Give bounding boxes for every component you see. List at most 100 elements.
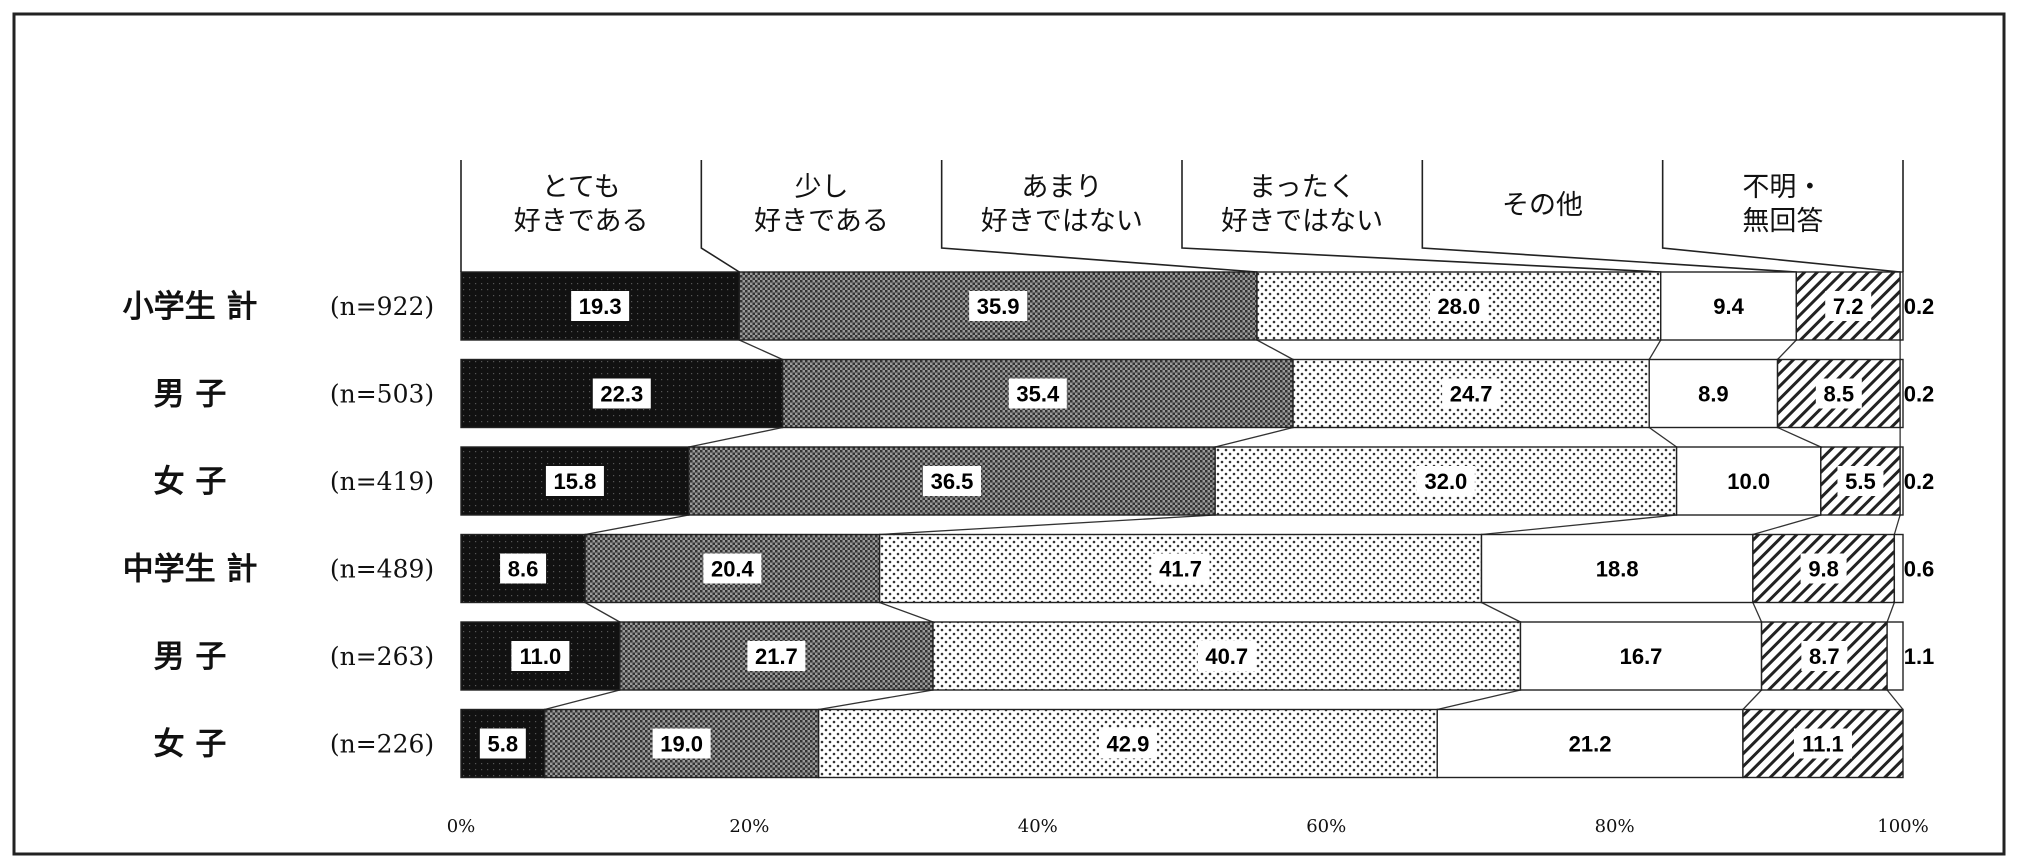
- value-label-box: [1719, 466, 1778, 496]
- value-label-text: 35.9: [977, 294, 1020, 319]
- x-tick-label: 0%: [447, 816, 476, 837]
- value-label-text: 7.2: [1833, 294, 1864, 319]
- connector-line: [1437, 689, 1521, 711]
- connector-line: [739, 339, 783, 361]
- value-label: 10.0: [1719, 466, 1778, 496]
- row-label: 男 子: [154, 377, 227, 413]
- value-label-box: [703, 553, 762, 584]
- value-label: 16.7: [1612, 641, 1671, 671]
- value-label-text: 16.7: [1620, 644, 1663, 669]
- legend-divider: [940, 160, 1258, 273]
- value-label-text: 19.0: [660, 732, 703, 757]
- value-label-box: [1801, 641, 1848, 671]
- value-label-box: [923, 466, 982, 496]
- value-label-text: 21.2: [1569, 732, 1612, 757]
- value-label-text: 8.5: [1824, 382, 1855, 407]
- value-label: 0.2: [1904, 469, 1935, 494]
- value-label-text: 10.0: [1727, 469, 1770, 494]
- connector-line: [1886, 689, 1904, 710]
- value-label-box: [1197, 641, 1256, 671]
- legend-entry-2: あまり: [1021, 172, 1102, 203]
- x-tick-label: 100%: [1877, 816, 1928, 837]
- value-label-box: [1588, 553, 1647, 584]
- value-label: 0.6: [1904, 557, 1935, 582]
- value-label-box: [500, 553, 547, 584]
- value-label-text: 32.0: [1424, 469, 1467, 494]
- value-label: 15.8: [545, 466, 604, 496]
- value-label-box: [747, 641, 806, 671]
- value-label-box: [1800, 553, 1847, 584]
- legend-divider: [1661, 160, 1901, 273]
- value-label-box: [1837, 466, 1884, 496]
- value-label-text: 0.6: [1904, 557, 1935, 582]
- value-label: 28.0: [1429, 291, 1488, 321]
- connectors: [544, 339, 1904, 711]
- value-label: 5.8: [479, 728, 526, 759]
- value-label-box: [1429, 291, 1488, 321]
- x-tick-label: 20%: [729, 816, 769, 837]
- value-label-text: 8.7: [1809, 644, 1840, 669]
- x-axis: 0% 20% 40% 60% 80% 100%: [447, 816, 1929, 837]
- row-label: 女 子: [154, 727, 227, 763]
- value-label: 20.4: [703, 553, 762, 584]
- value-label: 35.4: [1008, 378, 1067, 409]
- value-label: 0.2: [1904, 294, 1935, 319]
- row-n-label: (n=489): [330, 555, 434, 584]
- legend-entry-0: 好きである: [514, 206, 649, 237]
- connector-line: [1215, 426, 1294, 448]
- connector-line: [1648, 426, 1677, 448]
- value-labels: 19.3 35.9 28.0 9.4 7.2 0.2 22.3 35.4 24.7 8.9 8.5 0…: [479, 291, 1935, 759]
- connector-line: [1481, 601, 1521, 623]
- value-label: 8.7: [1801, 641, 1848, 671]
- value-label-box: [479, 728, 526, 759]
- value-label: 1.1: [1904, 644, 1935, 669]
- connector-line: [1893, 514, 1901, 535]
- row-n-label: (n=226): [330, 730, 434, 759]
- connector-line: [1648, 339, 1662, 360]
- value-label-box: [1690, 378, 1737, 409]
- connector-line: [585, 514, 689, 536]
- legend-divider: [1421, 160, 1797, 273]
- value-label: 36.5: [923, 466, 982, 496]
- bar-segment: [460, 621, 621, 691]
- value-label-text: 11.1: [1802, 732, 1844, 757]
- legend-entry-4: その他: [1502, 190, 1583, 221]
- value-label: 11.1: [1793, 728, 1852, 759]
- value-label-text: 8.6: [508, 557, 539, 582]
- value-label-text: 5.8: [488, 732, 519, 757]
- row-label: 男 子: [154, 639, 227, 675]
- connector-line: [818, 689, 934, 711]
- bar-segment: [1899, 358, 1904, 429]
- value-label: 5.5: [1837, 466, 1884, 496]
- legend-entry-1: 好きである: [754, 206, 889, 237]
- value-label-text: 5.5: [1845, 469, 1876, 494]
- legend-entry-5: 無回答: [1742, 206, 1823, 237]
- connector-line: [1777, 339, 1797, 360]
- value-label: 19.0: [652, 728, 711, 759]
- value-label-text: 24.7: [1450, 382, 1493, 407]
- connector-line: [1752, 602, 1763, 623]
- value-label-box: [1561, 728, 1620, 759]
- value-label-box: [1151, 553, 1210, 584]
- value-label: 35.9: [969, 291, 1028, 321]
- value-label-box: [1008, 378, 1067, 409]
- value-label-text: 35.4: [1016, 382, 1060, 407]
- value-label-box: [1098, 728, 1157, 759]
- value-label-box: [592, 378, 651, 409]
- connector-line: [544, 689, 620, 711]
- value-label-box: [571, 291, 630, 321]
- connector-line: [1742, 689, 1763, 710]
- value-label-text: 28.0: [1437, 294, 1480, 319]
- value-label-box: [969, 291, 1028, 321]
- value-label-text: 42.9: [1107, 732, 1150, 757]
- row-label: 小学生 計: [123, 289, 258, 325]
- value-label-box: [1612, 641, 1671, 671]
- rows: 小学生 計 (n=922) 男 子 (n=503) 女 子 (n=419) 中学生 計 (n=…: [123, 289, 435, 763]
- connector-line: [1777, 426, 1822, 448]
- value-label-text: 0.2: [1904, 294, 1935, 319]
- legend-entry-5: 不明・: [1742, 172, 1823, 203]
- value-label-box: [1815, 378, 1862, 409]
- value-label-text: 19.3: [579, 294, 622, 319]
- value-label-box: [1793, 728, 1852, 759]
- value-label: 42.9: [1098, 728, 1157, 759]
